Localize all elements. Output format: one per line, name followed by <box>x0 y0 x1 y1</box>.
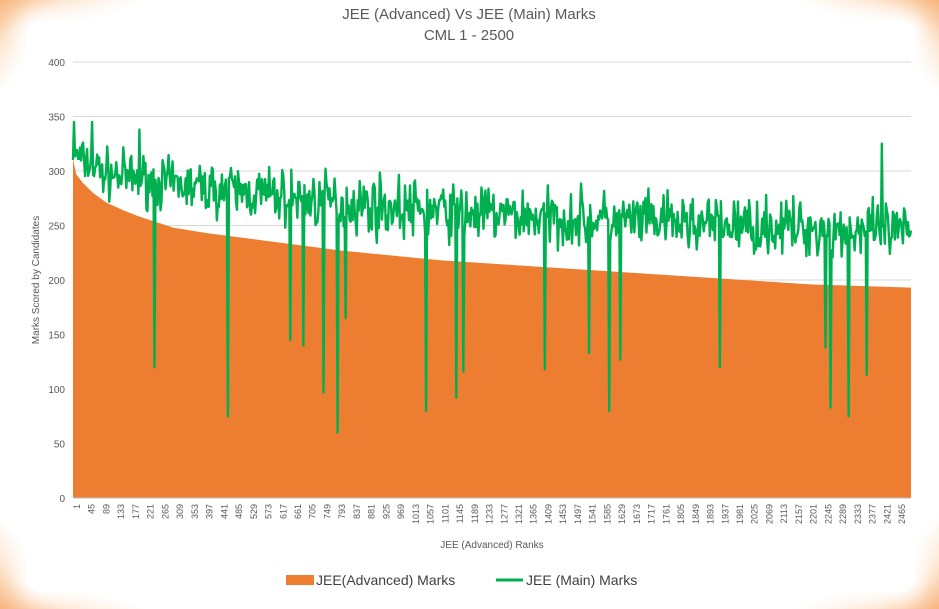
legend: JEE(Advanced) Marks JEE (Main) Marks <box>286 572 637 588</box>
x-tick-label: 573 <box>264 504 274 519</box>
x-tick-label: 2333 <box>853 504 863 524</box>
x-tick-label: 1189 <box>470 504 480 523</box>
x-tick-label: 1497 <box>573 504 583 524</box>
advanced-marks-bars <box>73 160 912 498</box>
y-tick-labels: 0 50 100 150 200 250 300 350 400 <box>48 58 65 505</box>
x-tick-label: 1057 <box>426 504 436 524</box>
x-tick-label: 1629 <box>617 504 627 524</box>
x-tick-label: 661 <box>293 504 303 519</box>
x-axis-label: JEE (Advanced) Ranks <box>440 540 543 551</box>
legend-label-advanced: JEE(Advanced) Marks <box>316 572 455 588</box>
x-tick-label: 1937 <box>720 504 730 524</box>
x-tick-label: 1 <box>72 504 82 509</box>
x-tick-label: 837 <box>352 504 362 519</box>
x-tick-label: 969 <box>396 504 406 519</box>
x-tick-label: 1453 <box>558 504 568 524</box>
x-tick-label: 1849 <box>691 504 701 524</box>
x-tick-label: 1673 <box>632 504 642 524</box>
x-tick-label: 2157 <box>794 504 804 524</box>
x-tick-label: 2025 <box>750 504 760 524</box>
x-tick-label: 925 <box>381 504 391 519</box>
x-tick-label: 1277 <box>499 504 509 524</box>
chart-title: JEE (Advanced) Vs JEE (Main) Marks <box>342 6 595 23</box>
x-tick-label: 1585 <box>602 504 612 524</box>
x-tick-label: 1805 <box>676 504 686 524</box>
y-tick-label: 0 <box>59 494 65 505</box>
x-tick-label: 1409 <box>544 504 554 524</box>
x-tick-label: 1541 <box>588 504 598 524</box>
y-tick-label: 150 <box>48 331 65 342</box>
x-tick-label: 1145 <box>455 504 465 523</box>
y-tick-label: 200 <box>48 276 65 287</box>
x-tick-label: 2465 <box>897 504 907 524</box>
x-tick-label: 2245 <box>823 504 833 524</box>
x-tick-label: 617 <box>278 504 288 519</box>
x-tick-label: 793 <box>337 504 347 519</box>
legend-label-main: JEE (Main) Marks <box>526 572 637 588</box>
x-tick-label: 2201 <box>809 504 819 524</box>
x-tick-label: 397 <box>205 504 215 519</box>
x-tick-label: 749 <box>323 504 333 519</box>
x-tick-label: 45 <box>87 504 97 514</box>
y-axis-label: Marks Scored by Candidates <box>31 216 42 344</box>
y-tick-label: 250 <box>48 222 65 233</box>
x-tick-label: 265 <box>160 504 170 519</box>
x-tick-label: 1013 <box>411 504 421 524</box>
x-tick-labels: 1 45 89 133 177 221 265 309 353 397 441 485 529 573 61… <box>72 504 907 524</box>
x-tick-label: 1717 <box>647 504 657 524</box>
x-tick-label: 353 <box>190 504 200 519</box>
x-tick-label: 705 <box>308 504 318 519</box>
x-tick-label: 1365 <box>529 504 539 524</box>
x-tick-label: 441 <box>219 504 229 519</box>
x-tick-label: 2421 <box>882 504 892 524</box>
x-tick-label: 2113 <box>779 504 789 523</box>
y-tick-label: 400 <box>48 58 65 69</box>
x-tick-label: 1981 <box>735 504 745 524</box>
x-tick-label: 529 <box>249 504 259 519</box>
x-tick-label: 1101 <box>440 504 450 523</box>
x-tick-label: 89 <box>102 504 112 514</box>
x-tick-label: 177 <box>131 504 141 519</box>
x-tick-label: 881 <box>367 504 377 519</box>
y-tick-label: 300 <box>48 167 65 178</box>
x-tick-label: 309 <box>175 504 185 519</box>
x-tick-label: 133 <box>116 504 126 519</box>
main-marks-line-path <box>71 120 913 434</box>
x-tick-label: 1233 <box>485 504 495 524</box>
x-tick-label: 2377 <box>868 504 878 524</box>
y-tick-label: 50 <box>54 440 66 451</box>
x-tick-label: 1893 <box>706 504 716 524</box>
x-tick-label: 2069 <box>765 504 775 524</box>
y-tick-label: 350 <box>48 113 65 124</box>
chart-subtitle: CML 1 - 2500 <box>424 27 514 44</box>
x-tick-label: 1321 <box>514 504 524 524</box>
legend-swatch-advanced <box>286 575 314 585</box>
advanced-marks-bar <box>73 160 912 498</box>
y-tick-label: 100 <box>48 385 65 396</box>
x-tick-label: 221 <box>146 504 156 519</box>
x-tick-label: 1761 <box>661 504 671 524</box>
main-marks-line <box>71 120 913 434</box>
x-tick-label: 485 <box>234 504 244 519</box>
x-tick-label: 2289 <box>838 504 848 524</box>
